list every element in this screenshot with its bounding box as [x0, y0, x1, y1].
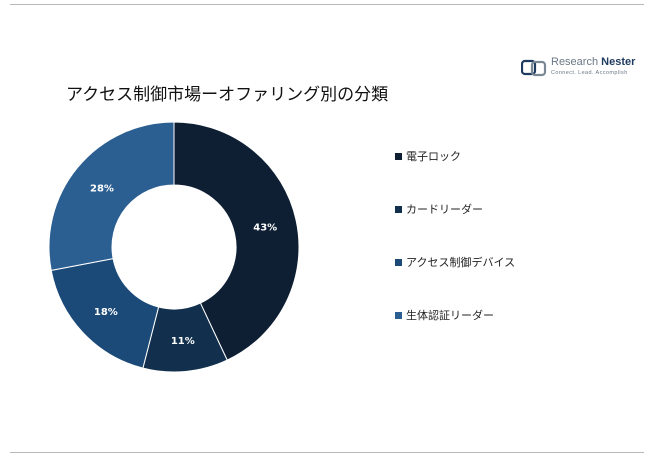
legend-item-biometric-reader: 生体認証リーダー	[395, 307, 494, 323]
chart-title: アクセス制御市場ーオファリング別の分類	[66, 85, 389, 105]
data-label-card-reader: 11%	[171, 336, 195, 347]
legend-label: 電子ロック	[406, 150, 461, 163]
legend-swatch	[395, 152, 402, 160]
legend-swatch	[395, 258, 402, 266]
logo-name: Research Nester	[551, 56, 635, 68]
legend-item-access-control-device: アクセス制御デバイス	[395, 254, 515, 270]
data-label-electronic-lock: 43%	[253, 223, 277, 234]
legend-label: 生体認証リーダー	[406, 309, 494, 322]
legend-label: アクセス制御デバイス	[406, 256, 516, 269]
data-label-access-control-device: 18%	[94, 307, 118, 318]
logo-name-regular: Research	[551, 56, 602, 68]
legend-swatch	[395, 205, 402, 213]
donut-slice-electronic-lock	[173, 121, 300, 361]
logo-name-bold: Nester	[601, 56, 636, 68]
top-divider	[10, 4, 644, 5]
data-label-biometric-reader: 28%	[90, 183, 114, 194]
legend-item-electronic-lock: 電子ロック	[395, 148, 461, 164]
bottom-divider	[10, 452, 644, 453]
legend-item-card-reader: カードリーダー	[395, 201, 483, 217]
research-nester-logo: Research Nester Connect. Lead. Accomplis…	[521, 56, 636, 80]
donut-slice-biometric-reader	[48, 121, 175, 272]
legend-label: カードリーダー	[406, 203, 483, 216]
logo-tagline: Connect. Lead. Accomplish	[551, 70, 628, 76]
legend-swatch	[395, 311, 402, 319]
logo-mark-icon	[521, 59, 547, 77]
donut-slice-access-control-device	[50, 258, 160, 369]
